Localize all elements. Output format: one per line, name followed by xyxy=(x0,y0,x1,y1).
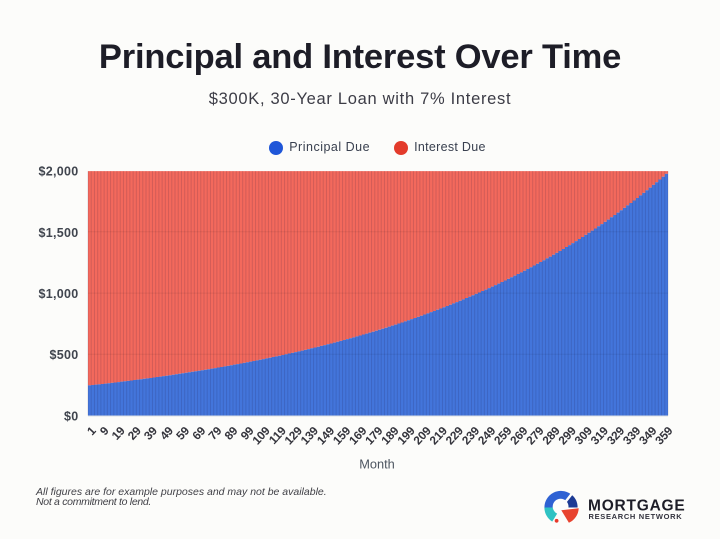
svg-text:Month: Month xyxy=(359,457,395,472)
svg-text:359: 359 xyxy=(652,423,676,447)
svg-text:$500: $500 xyxy=(49,348,78,362)
svg-text:1: 1 xyxy=(84,423,99,438)
svg-text:RESEARCH NETWORK: RESEARCH NETWORK xyxy=(589,512,683,521)
svg-text:$0: $0 xyxy=(64,409,79,423)
svg-text:MORTGAGE: MORTGAGE xyxy=(588,498,686,515)
svg-text:$1,000: $1,000 xyxy=(38,287,78,301)
svg-text:$2,000: $2,000 xyxy=(38,165,78,179)
svg-text:$1,500: $1,500 xyxy=(38,226,78,240)
